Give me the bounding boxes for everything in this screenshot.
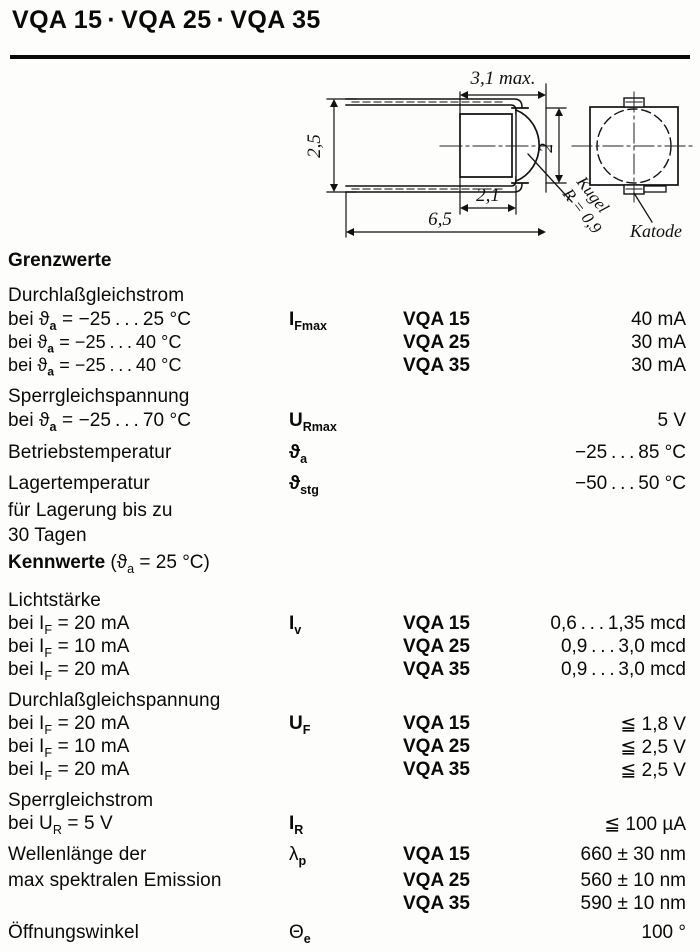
- group-label-sperrgleichspannung: Sperrgleichspannung: [8, 386, 190, 407]
- symbol-theta-stg: ϑstg: [289, 473, 319, 497]
- row-desc-iv-1: bei IF = 20 mA: [8, 613, 130, 637]
- row-desc-urmax: bei ϑa = −25 . . . 70 °C: [8, 410, 192, 434]
- dimension-label-body-length: 3,1 max.: [470, 68, 536, 89]
- section-heading-kennwerte: Kennwerte (ϑa = 25 °C): [8, 552, 210, 576]
- row-desc-betriebstemperatur: Betriebstemperatur: [8, 442, 172, 463]
- value-iv-3: 0,9 . . . 3,0 mcd: [560, 659, 686, 680]
- dimension-label-body-base: 2,1: [476, 185, 500, 206]
- type-iv-2: VQA 25: [403, 636, 470, 657]
- type-lambda-3: VQA 35: [403, 893, 470, 914]
- row-desc-lagerung-tage: 30 Tagen: [8, 525, 87, 546]
- symbol-theta-e: Θe: [289, 922, 311, 946]
- symbol-uf: UF: [289, 713, 311, 737]
- row-desc-uf-3: bei IF = 20 mA: [8, 759, 130, 783]
- group-label-lichtstaerke: Lichtstärke: [8, 590, 101, 611]
- row-desc-iv-3: bei IF = 20 mA: [8, 659, 130, 683]
- symbol-theta-a: ϑa: [289, 442, 308, 466]
- value-ir: ≦ 100 µA: [604, 814, 686, 835]
- section-heading-grenzwerte: Grenzwerte: [8, 250, 111, 272]
- cathode-label: Katode: [629, 221, 682, 241]
- symbol-lambda-p: λp: [289, 844, 307, 868]
- type-lambda-2: VQA 25: [403, 870, 470, 891]
- symbol-ifmax: IFmax: [289, 309, 328, 333]
- row-desc-ifmax-1: bei ϑa = −25 . . . 25 °C: [8, 309, 192, 333]
- value-iv-2: 0,9 . . . 3,0 mcd: [560, 636, 686, 657]
- row-desc-lagertemperatur: Lagertemperatur: [8, 473, 150, 494]
- type-ifmax-2: VQA 25: [403, 332, 470, 353]
- row-desc-ifmax-2: bei ϑa = −25 . . . 40 °C: [8, 332, 182, 356]
- group-label-durchlassgleichspannung: Durchlaßgleichspannung: [8, 690, 221, 711]
- dimension-body-base: [459, 176, 517, 215]
- value-ifmax-1: 40 mA: [631, 309, 686, 330]
- group-label-sperrgleichstrom: Sperrgleichstrom: [8, 790, 154, 811]
- type-iv-1: VQA 15: [403, 613, 470, 634]
- title-separator-1: ·: [107, 6, 117, 34]
- row-desc-lambda-2: max spektralen Emission: [8, 870, 222, 891]
- row-desc-iv-2: bei IF = 10 mA: [8, 636, 130, 660]
- title-part-1: VQA 15: [12, 6, 103, 34]
- title-separator-2: ·: [216, 6, 226, 34]
- type-ifmax-1: VQA 15: [403, 309, 470, 330]
- end-view-center-cross: [571, 91, 697, 203]
- dimension-label-lead-span: 2,5: [304, 134, 325, 158]
- type-lambda-1: VQA 15: [403, 844, 470, 865]
- lead-upper: [345, 98, 523, 115]
- kennwerte-label: Kennwerte: [8, 552, 106, 573]
- value-lambda-2: 560 ± 10 nm: [580, 870, 687, 891]
- symbol-urmax: URmax: [289, 410, 337, 434]
- row-desc-uf-1: bei IF = 20 mA: [8, 713, 130, 737]
- type-ifmax-3: VQA 35: [403, 355, 470, 376]
- value-ifmax-3: 30 mA: [631, 355, 686, 376]
- value-lambda-3: 590 ± 10 nm: [580, 893, 687, 914]
- value-uf-2: ≦ 2,5 V: [620, 737, 686, 758]
- grenzwerte-label: Grenzwerte: [8, 250, 112, 271]
- value-lambda-1: 660 ± 30 nm: [580, 844, 687, 865]
- value-urmax: 5 V: [657, 410, 686, 431]
- row-desc-ifmax-3: bei ϑa = −25 . . . 40 °C: [8, 355, 182, 379]
- value-ifmax-2: 30 mA: [631, 332, 686, 353]
- value-iv-1: 0,6 . . . 1,35 mcd: [550, 613, 686, 634]
- type-uf-2: VQA 25: [403, 736, 470, 757]
- symbol-iv: Iv: [289, 613, 302, 637]
- row-desc-lagerung-dauer: für Lagerung bis zu: [8, 500, 173, 521]
- row-desc-oeffnungswinkel: Öffnungswinkel: [8, 922, 139, 943]
- row-desc-lambda-1: Wellenlänge der: [8, 844, 147, 865]
- row-desc-ir: bei UR = 5 V: [8, 813, 113, 837]
- row-desc-uf-2: bei IF = 10 mA: [8, 736, 130, 760]
- type-uf-1: VQA 15: [403, 713, 470, 734]
- dimension-length-overall: [345, 191, 546, 238]
- value-uf-3: ≦ 2,5 V: [620, 760, 686, 781]
- cathode-leader-line: [633, 192, 653, 223]
- title-part-2: VQA 25: [121, 6, 212, 34]
- value-lagertemperatur: −50 . . . 50 °C: [574, 473, 686, 494]
- dome-radius-leader-line: [527, 153, 573, 203]
- dimension-lead-span: [326, 98, 357, 193]
- type-uf-3: VQA 35: [403, 759, 470, 780]
- type-iv-3: VQA 35: [403, 659, 470, 680]
- title-part-3: VQA 35: [230, 6, 321, 34]
- symbol-ir: IR: [289, 813, 304, 837]
- value-betriebstemperatur: −25 . . . 85 °C: [574, 442, 686, 463]
- dimension-label-body-diameter: 2: [536, 143, 557, 153]
- title-divider-rule: [10, 55, 690, 59]
- dimension-body-diameter: [545, 107, 567, 184]
- page-title: VQA 15 · VQA 25 · VQA 35: [12, 6, 321, 35]
- value-oeffnungswinkel: 100 °: [641, 922, 686, 943]
- dimension-label-length-overall: 6,5: [428, 209, 452, 230]
- led-package-outline-drawing: 2,5 3,1 max. 2: [300, 62, 700, 247]
- group-label-durchlassgleichstrom: Durchlaßgleichstrom: [8, 285, 185, 306]
- value-uf-1: ≦ 1,8 V: [620, 714, 686, 735]
